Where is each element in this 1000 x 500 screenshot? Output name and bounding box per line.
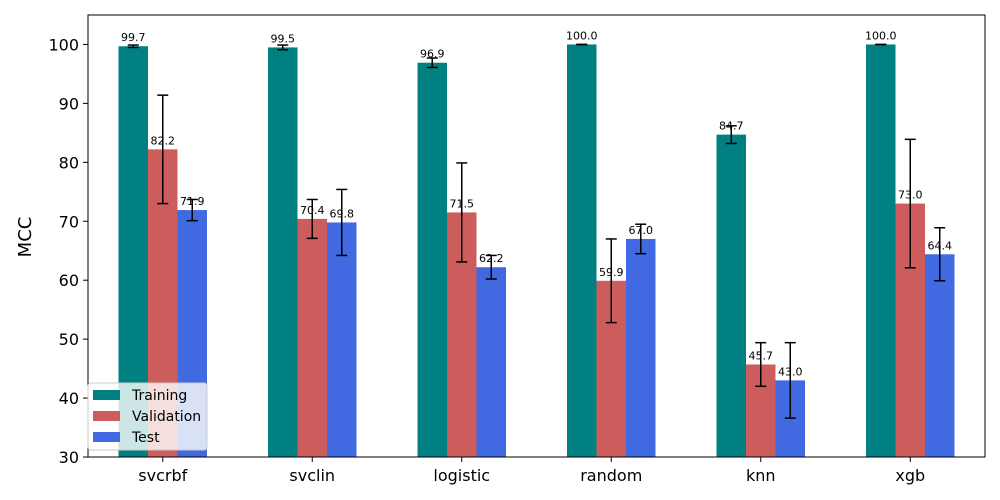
legend-label-test: Test: [131, 430, 160, 446]
data-label-training-svclin: 99.5: [271, 32, 296, 45]
x-tick-label-svcrbf: svcrbf: [138, 466, 187, 485]
plot-frame: [87, 14, 986, 458]
data-label-validation-svclin: 70.4: [300, 204, 325, 217]
bar-training-random: [567, 44, 597, 457]
x-tick-label-random: random: [580, 466, 642, 485]
data-label-validation-svcrbf: 82.2: [151, 134, 176, 147]
data-label-training-knn: 84.7: [719, 120, 744, 133]
data-label-validation-knn: 45.7: [749, 349, 774, 362]
data-label-test-logistic: 62.2: [479, 252, 504, 265]
bar-validation-svclin: [297, 218, 327, 457]
y-tick-label-30: 30: [59, 448, 79, 467]
bar-test-random: [626, 238, 656, 457]
legend: Training Validation Test: [87, 382, 208, 451]
bar-test-svclin: [327, 222, 357, 457]
data-label-test-svclin: 69.8: [330, 207, 355, 220]
data-label-validation-random: 59.9: [599, 266, 624, 279]
data-label-test-svcrbf: 71.9: [180, 195, 205, 208]
data-label-training-random: 100.0: [566, 29, 598, 42]
data-labels-layer: 99.7 82.2 71.9 99.5 70.4 69.8 96.9 71.5 62.2 100.…: [121, 29, 952, 378]
legend-label-validation: Validation: [132, 409, 201, 425]
error-bars-layer: [127, 43, 946, 419]
data-label-test-xgb: 64.4: [928, 239, 953, 252]
data-label-training-logistic: 96.9: [420, 48, 445, 61]
data-label-training-svcrbf: 99.7: [121, 31, 146, 44]
y-tick-label-100: 100: [48, 35, 79, 54]
y-tick-label-70: 70: [59, 212, 79, 231]
bar-training-knn: [716, 134, 746, 457]
bar-training-xgb: [866, 44, 896, 457]
y-tick-label-40: 40: [59, 389, 79, 408]
axes-layer: svcrbf svclin logistic random knn xgb 30 40 50 60…: [48, 35, 925, 485]
data-label-test-random: 67.0: [629, 224, 654, 237]
x-tick-label-xgb: xgb: [895, 466, 925, 485]
x-tick-label-svclin: svclin: [289, 466, 335, 485]
data-label-validation-logistic: 71.5: [450, 197, 475, 210]
legend-label-training: Training: [131, 388, 187, 404]
data-label-training-xgb: 100.0: [865, 29, 897, 42]
y-axis-label: MCC: [15, 217, 36, 258]
x-tick-label-knn: knn: [746, 466, 776, 485]
bars-layer: [118, 44, 955, 458]
y-tick-label-60: 60: [59, 271, 79, 290]
data-label-validation-xgb: 73.0: [898, 189, 923, 202]
legend-swatch-training: [93, 390, 120, 400]
bar-test-logistic: [476, 267, 506, 457]
bar-test-xgb: [925, 254, 955, 457]
legend-swatch-test: [93, 432, 120, 442]
y-tick-label-80: 80: [59, 153, 79, 172]
data-label-test-knn: 43.0: [778, 365, 803, 378]
y-tick-label-50: 50: [59, 330, 79, 349]
bar-training-svclin: [268, 47, 298, 458]
x-tick-label-logistic: logistic: [433, 466, 490, 485]
bar-training-logistic: [417, 62, 447, 458]
y-tick-label-90: 90: [59, 94, 79, 113]
legend-swatch-validation: [93, 411, 120, 421]
